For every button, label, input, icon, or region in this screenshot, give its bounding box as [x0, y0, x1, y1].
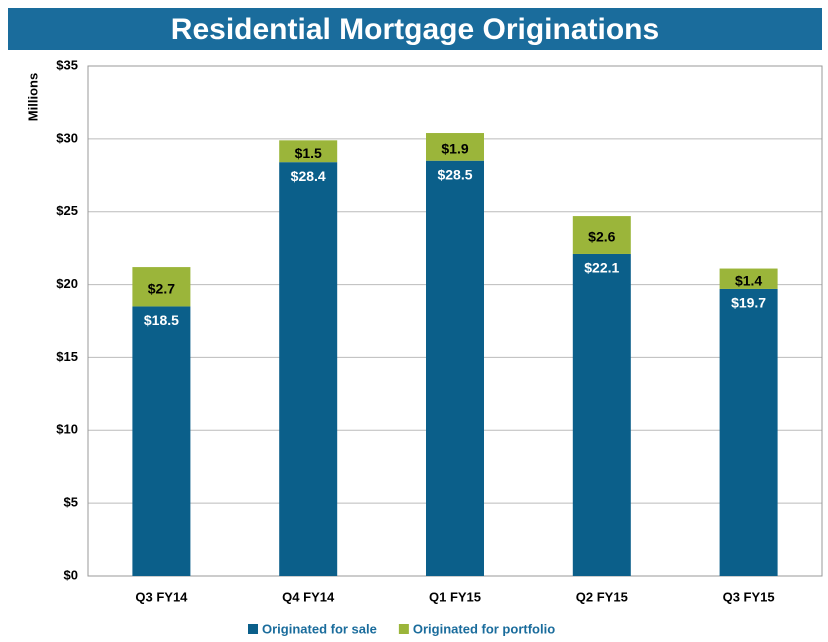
bar-segment: [132, 267, 191, 307]
bar-segment: [572, 253, 631, 576]
data-label: $19.7: [731, 295, 766, 311]
data-label: $22.1: [584, 260, 619, 276]
chart-title: Residential Mortgage Originations: [171, 13, 659, 46]
data-label: $1.5: [295, 145, 322, 161]
bar-segment: [719, 288, 778, 576]
bar-segment: [572, 216, 631, 254]
y-tick-label: $30: [56, 130, 78, 145]
y-tick-label: $5: [64, 495, 78, 510]
legend-label: Originated for portfolio: [413, 621, 555, 636]
y-tick-label: $15: [56, 349, 78, 364]
data-label: $28.5: [437, 166, 472, 182]
bar-segment: [132, 306, 191, 576]
x-tick-label: Q4 FY14: [282, 589, 335, 604]
legend-label: Originated for sale: [262, 621, 377, 636]
y-tick-label: $10: [56, 422, 78, 437]
data-label: $2.6: [588, 229, 615, 245]
data-label: $18.5: [144, 312, 179, 328]
y-tick-label: $25: [56, 203, 78, 218]
legend-swatch: [398, 624, 409, 634]
data-label: $1.9: [441, 141, 468, 157]
data-label: $1.4: [735, 272, 762, 288]
bar-segment: [426, 133, 484, 161]
bar-segment: [426, 160, 484, 576]
bar-segment: [279, 162, 338, 576]
y-tick-label: $0: [64, 567, 78, 582]
y-tick-label: $35: [56, 57, 78, 72]
data-label: $2.7: [148, 280, 175, 296]
x-tick-label: Q1 FY15: [429, 589, 481, 604]
x-tick-label: Q3 FY14: [135, 589, 188, 604]
bar-segment: [719, 268, 778, 289]
bar-segment: [279, 140, 338, 163]
x-tick-label: Q3 FY15: [723, 589, 775, 604]
y-tick-label: $20: [56, 276, 78, 291]
data-label: $28.4: [291, 168, 326, 184]
legend-swatch: [248, 624, 258, 634]
x-tick-label: Q2 FY15: [576, 589, 628, 604]
y-axis-label: Millions: [25, 73, 40, 121]
title-banner: [8, 8, 822, 50]
